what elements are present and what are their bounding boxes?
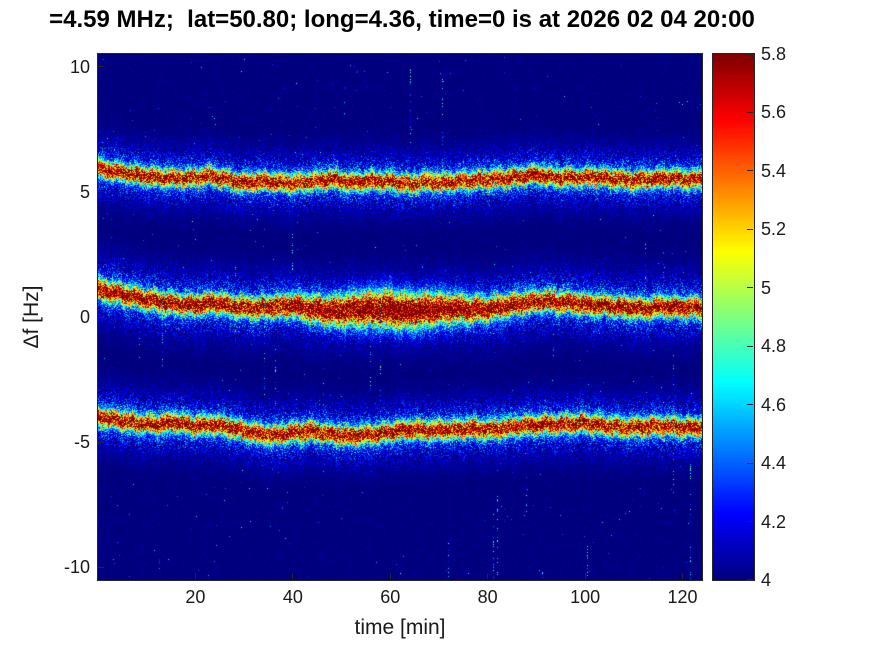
- colorbar-tick-label: 5.6: [761, 102, 787, 123]
- colorbar-tick-mark: [747, 404, 753, 406]
- y-tick-mark: [98, 441, 104, 443]
- colorbar-tick-label: 4.2: [761, 511, 787, 532]
- colorbar: [712, 53, 755, 581]
- y-tick-label: 5: [79, 181, 90, 202]
- colorbar-tick-label: 5.4: [761, 160, 787, 181]
- colorbar-tick-mark: [747, 54, 753, 55]
- y-tick-mark: [98, 316, 104, 318]
- y-tick-mark: [98, 566, 104, 568]
- y-tick-label: 0: [79, 307, 90, 327]
- heatmap-canvas: [98, 54, 702, 580]
- colorbar-tick-mark: [747, 111, 753, 113]
- y-tick-label: -5: [73, 432, 90, 453]
- colorbar-tick-label: 5.2: [761, 219, 787, 240]
- y-tick-mark: [98, 66, 104, 68]
- colorbar-tick-label: 5: [761, 277, 772, 298]
- colorbar-tick-mark: [747, 170, 753, 172]
- x-tick-label: 100: [570, 587, 601, 607]
- colorbar-tick-mark: [747, 521, 753, 523]
- x-tick-label: 80: [477, 587, 498, 607]
- x-tick-label: 60: [380, 587, 401, 607]
- x-tick-mark: [584, 573, 586, 579]
- colorbar-tick-label: 5.8: [761, 44, 787, 64]
- x-axis-label: time [min]: [354, 616, 446, 639]
- x-tick-mark: [682, 573, 684, 579]
- colorbar-tick-mark: [747, 579, 753, 580]
- colorbar-gradient: [713, 54, 754, 580]
- x-tick-label: 40: [282, 587, 303, 607]
- x-tick-mark: [389, 573, 391, 579]
- colorbar-tick-label: 4.6: [761, 394, 787, 415]
- x-tick-mark: [194, 573, 196, 579]
- x-tick-label: 20: [185, 587, 206, 607]
- y-tick-label: -10: [63, 557, 90, 578]
- colorbar-tick-mark: [747, 228, 753, 230]
- x-tick-mark: [487, 573, 489, 579]
- colorbar-tick-label: 4: [761, 570, 772, 590]
- y-tick-mark: [98, 191, 104, 193]
- y-tick-label: 10: [69, 56, 90, 77]
- colorbar-tick-mark: [747, 462, 753, 464]
- colorbar-tick-label: 4.4: [761, 453, 787, 474]
- colorbar-tick-mark: [747, 345, 753, 347]
- chart-title: =4.59 MHz; lat=50.80; long=4.36, time=0 …: [49, 6, 755, 33]
- colorbar-tick-mark: [747, 287, 753, 289]
- colorbar-tick-label: 4.8: [761, 336, 787, 357]
- x-tick-mark: [292, 573, 294, 579]
- plot-area: [97, 53, 703, 581]
- x-tick-label: 120: [667, 587, 698, 607]
